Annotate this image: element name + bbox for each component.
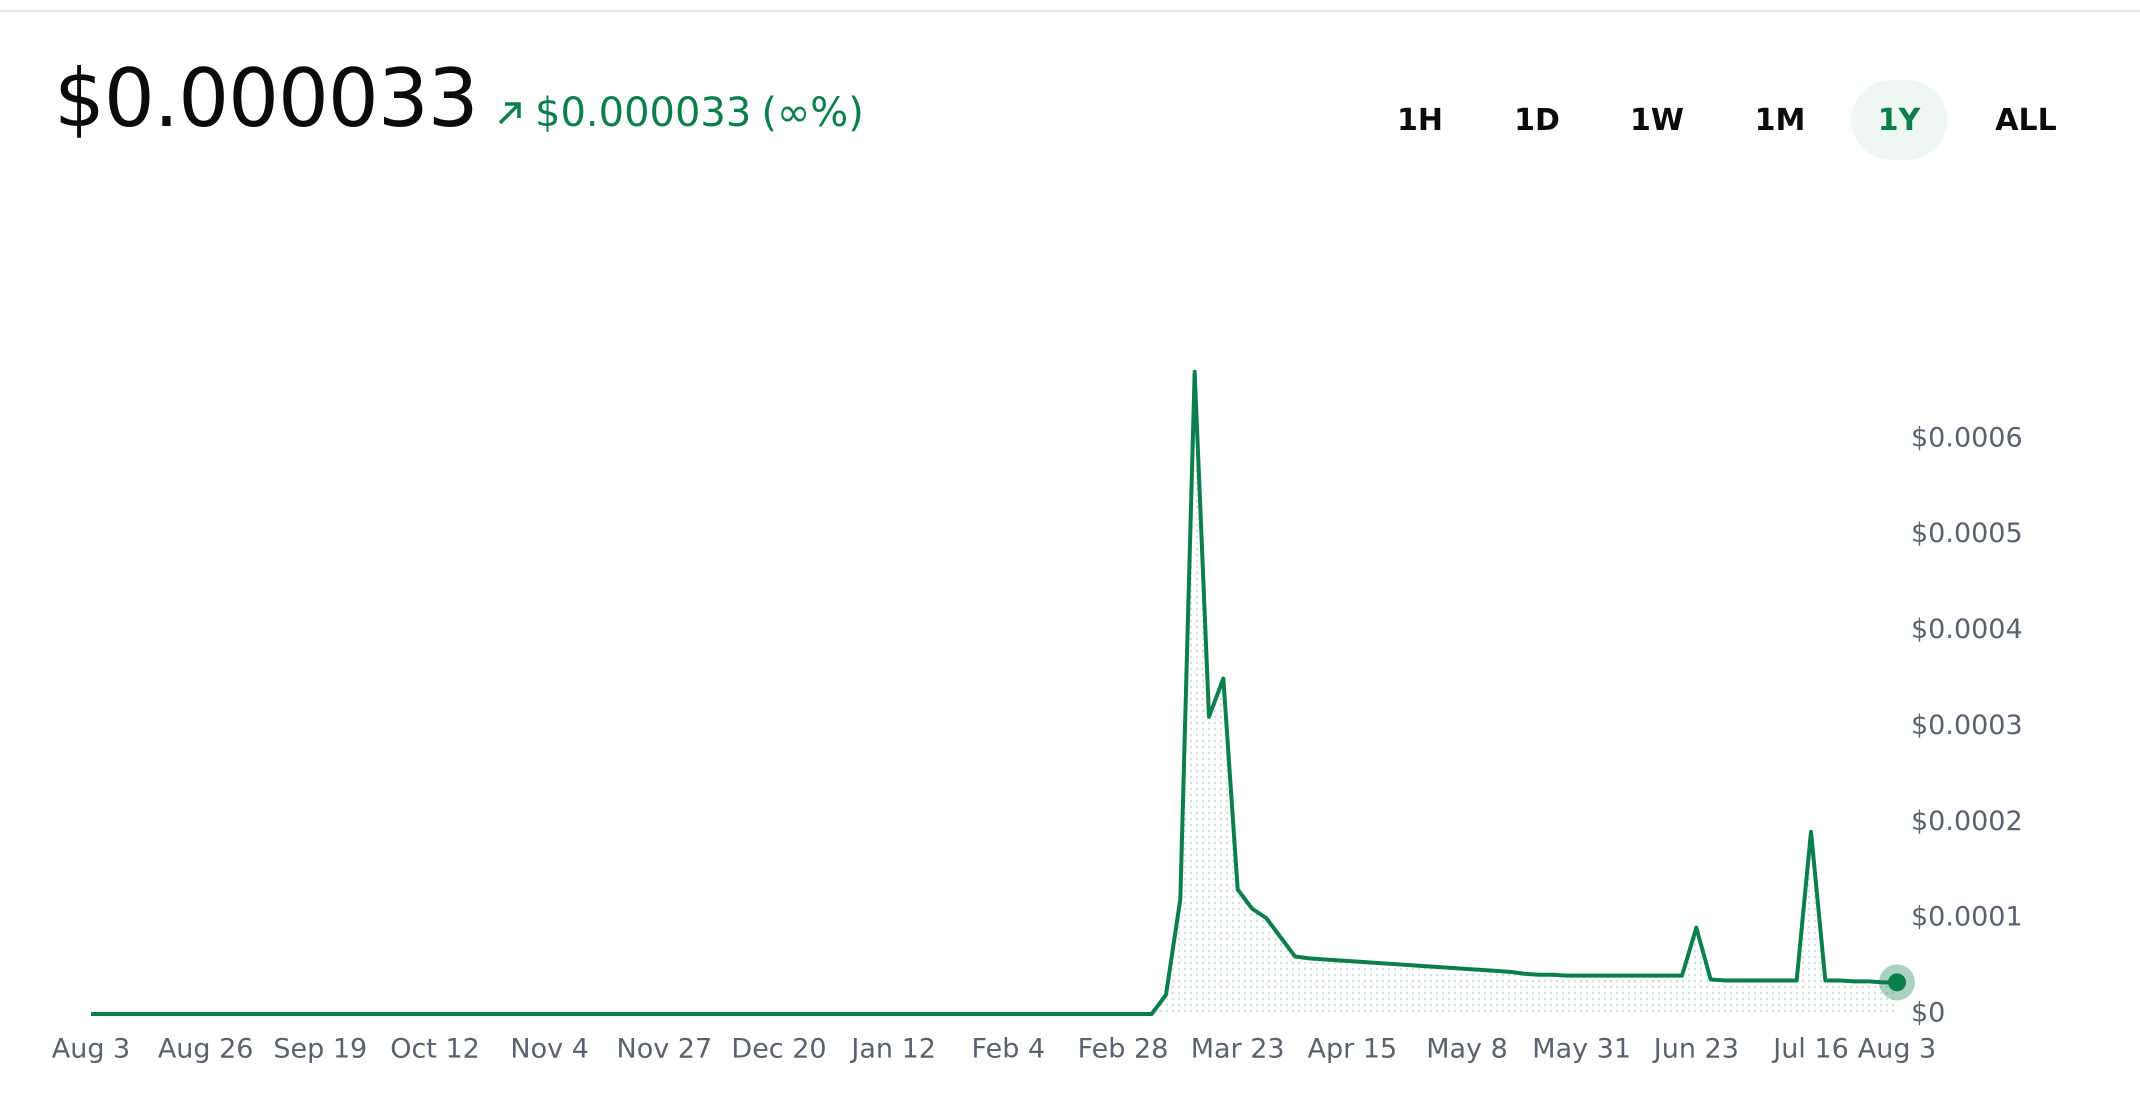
timeframe-selector: 1H 1D 1W 1M 1Y ALL: [1370, 80, 2110, 160]
x-tick-label: Aug 3: [52, 1034, 130, 1065]
x-tick-label: Oct 12: [390, 1034, 480, 1065]
price-line: [91, 369, 1897, 1016]
area-fill: [91, 371, 1897, 1014]
x-tick-label: May 8: [1426, 1034, 1508, 1065]
timeframe-button[interactable]: 1W: [1630, 102, 1684, 138]
y-tick-label: $0.0002: [1911, 806, 2023, 837]
current-point: [1888, 973, 1906, 992]
timeframe-button[interactable]: 1D: [1514, 102, 1560, 138]
y-tick-label: $0.0006: [1911, 422, 2023, 453]
change-percent: (∞%): [761, 90, 864, 136]
price: $0.000033: [54, 52, 479, 145]
x-tick-label: Nov 27: [617, 1034, 713, 1065]
x-tick-label: May 31: [1532, 1034, 1631, 1065]
x-tick-label: Dec 20: [731, 1034, 826, 1065]
x-tick-label: Aug 26: [158, 1034, 254, 1065]
y-tick-label: $0.0001: [1911, 902, 2023, 933]
y-tick-label: $0.0005: [1911, 518, 2023, 549]
x-tick-label: Sep 19: [273, 1034, 367, 1065]
timeframe-button[interactable]: 1H: [1397, 102, 1443, 138]
timeframe-button[interactable]: ALL: [1995, 102, 2057, 138]
y-tick-label: $0: [1911, 998, 1945, 1029]
up-arrow: [498, 102, 521, 125]
timeframe-button[interactable]: 1M: [1754, 102, 1806, 138]
x-tick-label: Feb 28: [1078, 1034, 1169, 1065]
x-tick-label: Nov 4: [510, 1034, 588, 1065]
timeframe-button[interactable]: 1Y: [1851, 80, 1947, 160]
x-tick-label: Jun 23: [1652, 1034, 1739, 1065]
top-border: [0, 10, 2140, 12]
x-tick-label: Jul 16: [1771, 1034, 1849, 1065]
x-tick-label: Feb 4: [972, 1034, 1046, 1065]
x-tick-label: Apr 15: [1308, 1034, 1398, 1065]
x-tick-label: Aug 3: [1858, 1034, 1936, 1065]
change-value: $0.000033: [535, 90, 752, 136]
x-tick-label: Jan 12: [849, 1034, 936, 1065]
y-tick-label: $0.0003: [1911, 710, 2023, 741]
price-change: $0.000033 (∞%): [495, 90, 864, 136]
x-tick-label: Mar 23: [1191, 1034, 1285, 1065]
y-tick-label: $0.0004: [1911, 614, 2023, 645]
